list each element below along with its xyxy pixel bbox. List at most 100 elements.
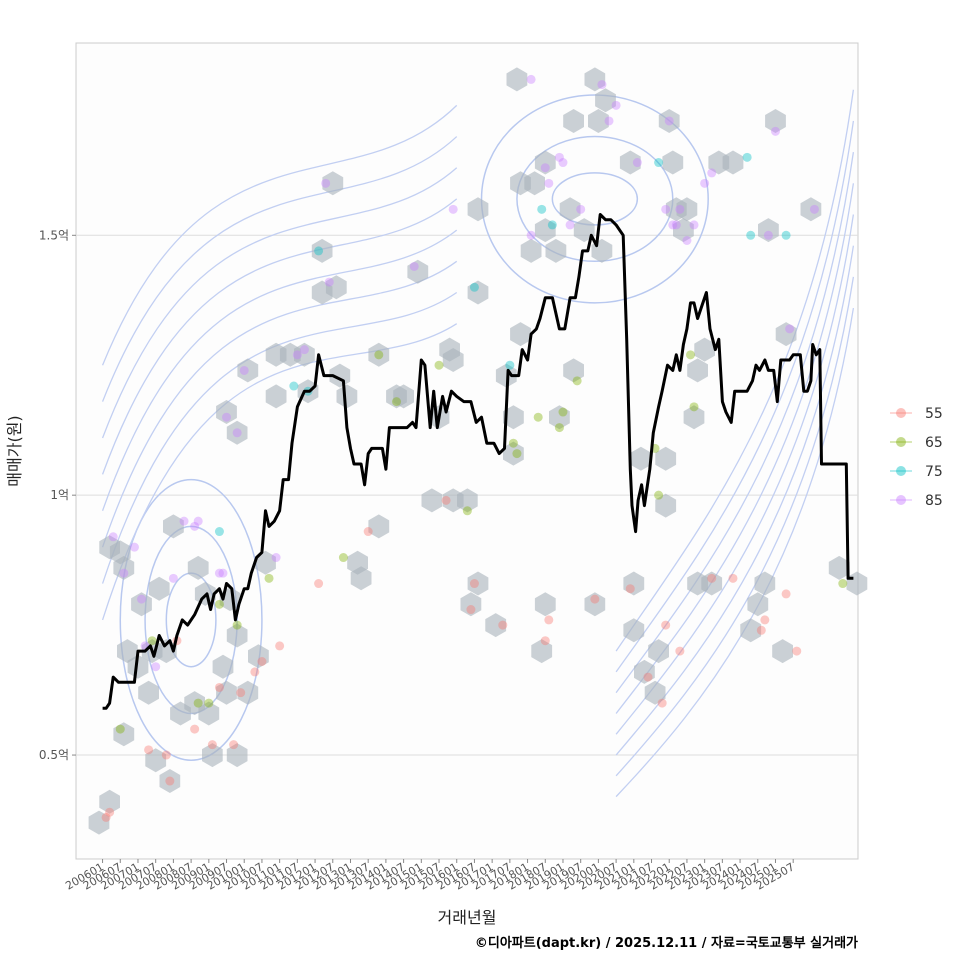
- data-point-75: [505, 360, 515, 370]
- hexbin-cell: [658, 109, 680, 133]
- hexbin-cell: [563, 358, 584, 383]
- contour-sweep: [101, 167, 458, 439]
- legend: 55 65 75 85: [890, 406, 943, 509]
- data-point-75: [289, 381, 299, 391]
- hexbin-cell: [673, 218, 694, 243]
- hexbin-cell: [294, 342, 315, 367]
- data-point-85: [763, 230, 773, 240]
- hexbin-cell: [534, 218, 556, 243]
- data-point-55: [544, 615, 554, 625]
- data-point-85: [324, 277, 334, 287]
- data-point-55: [207, 740, 217, 750]
- data-point-85: [682, 236, 692, 246]
- hexbin-cell: [623, 571, 645, 596]
- hexbin-cell: [216, 400, 237, 424]
- data-point-85: [193, 516, 203, 526]
- data-point-85: [558, 158, 568, 168]
- density-contours: [101, 89, 855, 798]
- hexbin-cell: [758, 218, 779, 243]
- data-point-65: [392, 397, 402, 407]
- hexbin-cell: [216, 680, 237, 705]
- data-point-55: [661, 620, 671, 630]
- data-point-65: [214, 599, 224, 609]
- hexbin-cell: [212, 654, 234, 679]
- y-tick-label: 0.5억: [39, 748, 69, 762]
- contour-sweep: [101, 323, 458, 621]
- hexbin-cell: [534, 150, 556, 175]
- hexbin-cell: [467, 571, 489, 596]
- data-point-85: [321, 178, 331, 188]
- legend-key-75: [896, 466, 906, 476]
- contour-sweep: [615, 307, 855, 798]
- data-point-85: [526, 74, 536, 84]
- data-point-85: [222, 412, 232, 422]
- y-tick-label: 1억: [50, 488, 69, 502]
- hexbin-cell: [747, 592, 769, 617]
- hexbin-cell: [722, 150, 744, 175]
- hexbin-cell: [563, 109, 584, 133]
- hexbin-cell: [687, 358, 708, 383]
- y-axis-title: 매매가(원): [5, 415, 24, 486]
- hexbin-cell: [648, 639, 669, 664]
- legend-key-55: [896, 408, 906, 418]
- data-point-55: [728, 573, 738, 583]
- contour-ring: [551, 172, 639, 226]
- data-point-85: [689, 220, 699, 230]
- data-point-75: [547, 220, 557, 230]
- hexbin-cell: [237, 358, 259, 383]
- hexbin-cell: [588, 109, 609, 133]
- hexbin-cell: [109, 540, 131, 565]
- hexbin-cell: [520, 238, 542, 263]
- data-point-85: [565, 220, 575, 230]
- hexbin-cell: [503, 405, 524, 430]
- hexbin-cell: [145, 748, 167, 773]
- data-point-85: [129, 542, 139, 552]
- hexbin-cell: [198, 701, 220, 726]
- data-point-65: [462, 506, 472, 516]
- hexbin-cell: [503, 441, 524, 466]
- data-point-65: [508, 438, 518, 448]
- hexbin-cell: [634, 659, 655, 684]
- data-point-85: [540, 163, 550, 173]
- hexbin-cell: [457, 488, 478, 513]
- data-point-55: [498, 620, 508, 630]
- data-point-85: [785, 324, 795, 334]
- data-point-55: [165, 776, 175, 786]
- legend-label-75: 75: [925, 464, 943, 480]
- hexbin-cell: [460, 592, 482, 617]
- data-point-55: [792, 646, 802, 656]
- data-point-55: [214, 682, 224, 692]
- hexbin-cell: [772, 639, 793, 664]
- data-point-65: [554, 423, 564, 433]
- hexbin-cell: [800, 197, 822, 222]
- contour-sweep: [101, 104, 458, 366]
- hexbin-cell: [88, 810, 110, 835]
- hexbin-cell: [202, 743, 223, 768]
- contour-sweep: [615, 120, 855, 673]
- data-point-75: [537, 204, 547, 214]
- data-point-55: [257, 656, 267, 666]
- trend-line-layer: [102, 213, 854, 710]
- data-point-85: [809, 204, 819, 214]
- data-point-85: [544, 178, 554, 188]
- hexbin-cell: [117, 639, 138, 664]
- hexbin-cell: [573, 218, 595, 243]
- data-point-75: [469, 282, 479, 292]
- data-point-85: [707, 168, 717, 178]
- data-point-55: [657, 698, 667, 708]
- data-point-55: [441, 495, 451, 505]
- contour-ring: [516, 135, 674, 263]
- data-point-65: [115, 724, 125, 734]
- hexbin-cell: [754, 571, 776, 596]
- hexbin-cell: [655, 493, 677, 518]
- data-point-85: [576, 204, 586, 214]
- contour-sweep: [615, 89, 855, 652]
- hexbin-cell: [559, 197, 581, 222]
- hexbin-cell: [765, 109, 786, 133]
- data-point-85: [214, 568, 224, 578]
- hexbin-cell: [322, 171, 344, 196]
- hexbin-cell: [336, 384, 358, 409]
- hexbin-cell: [662, 150, 684, 175]
- data-point-85: [611, 100, 621, 110]
- hexbin-cell: [495, 363, 517, 388]
